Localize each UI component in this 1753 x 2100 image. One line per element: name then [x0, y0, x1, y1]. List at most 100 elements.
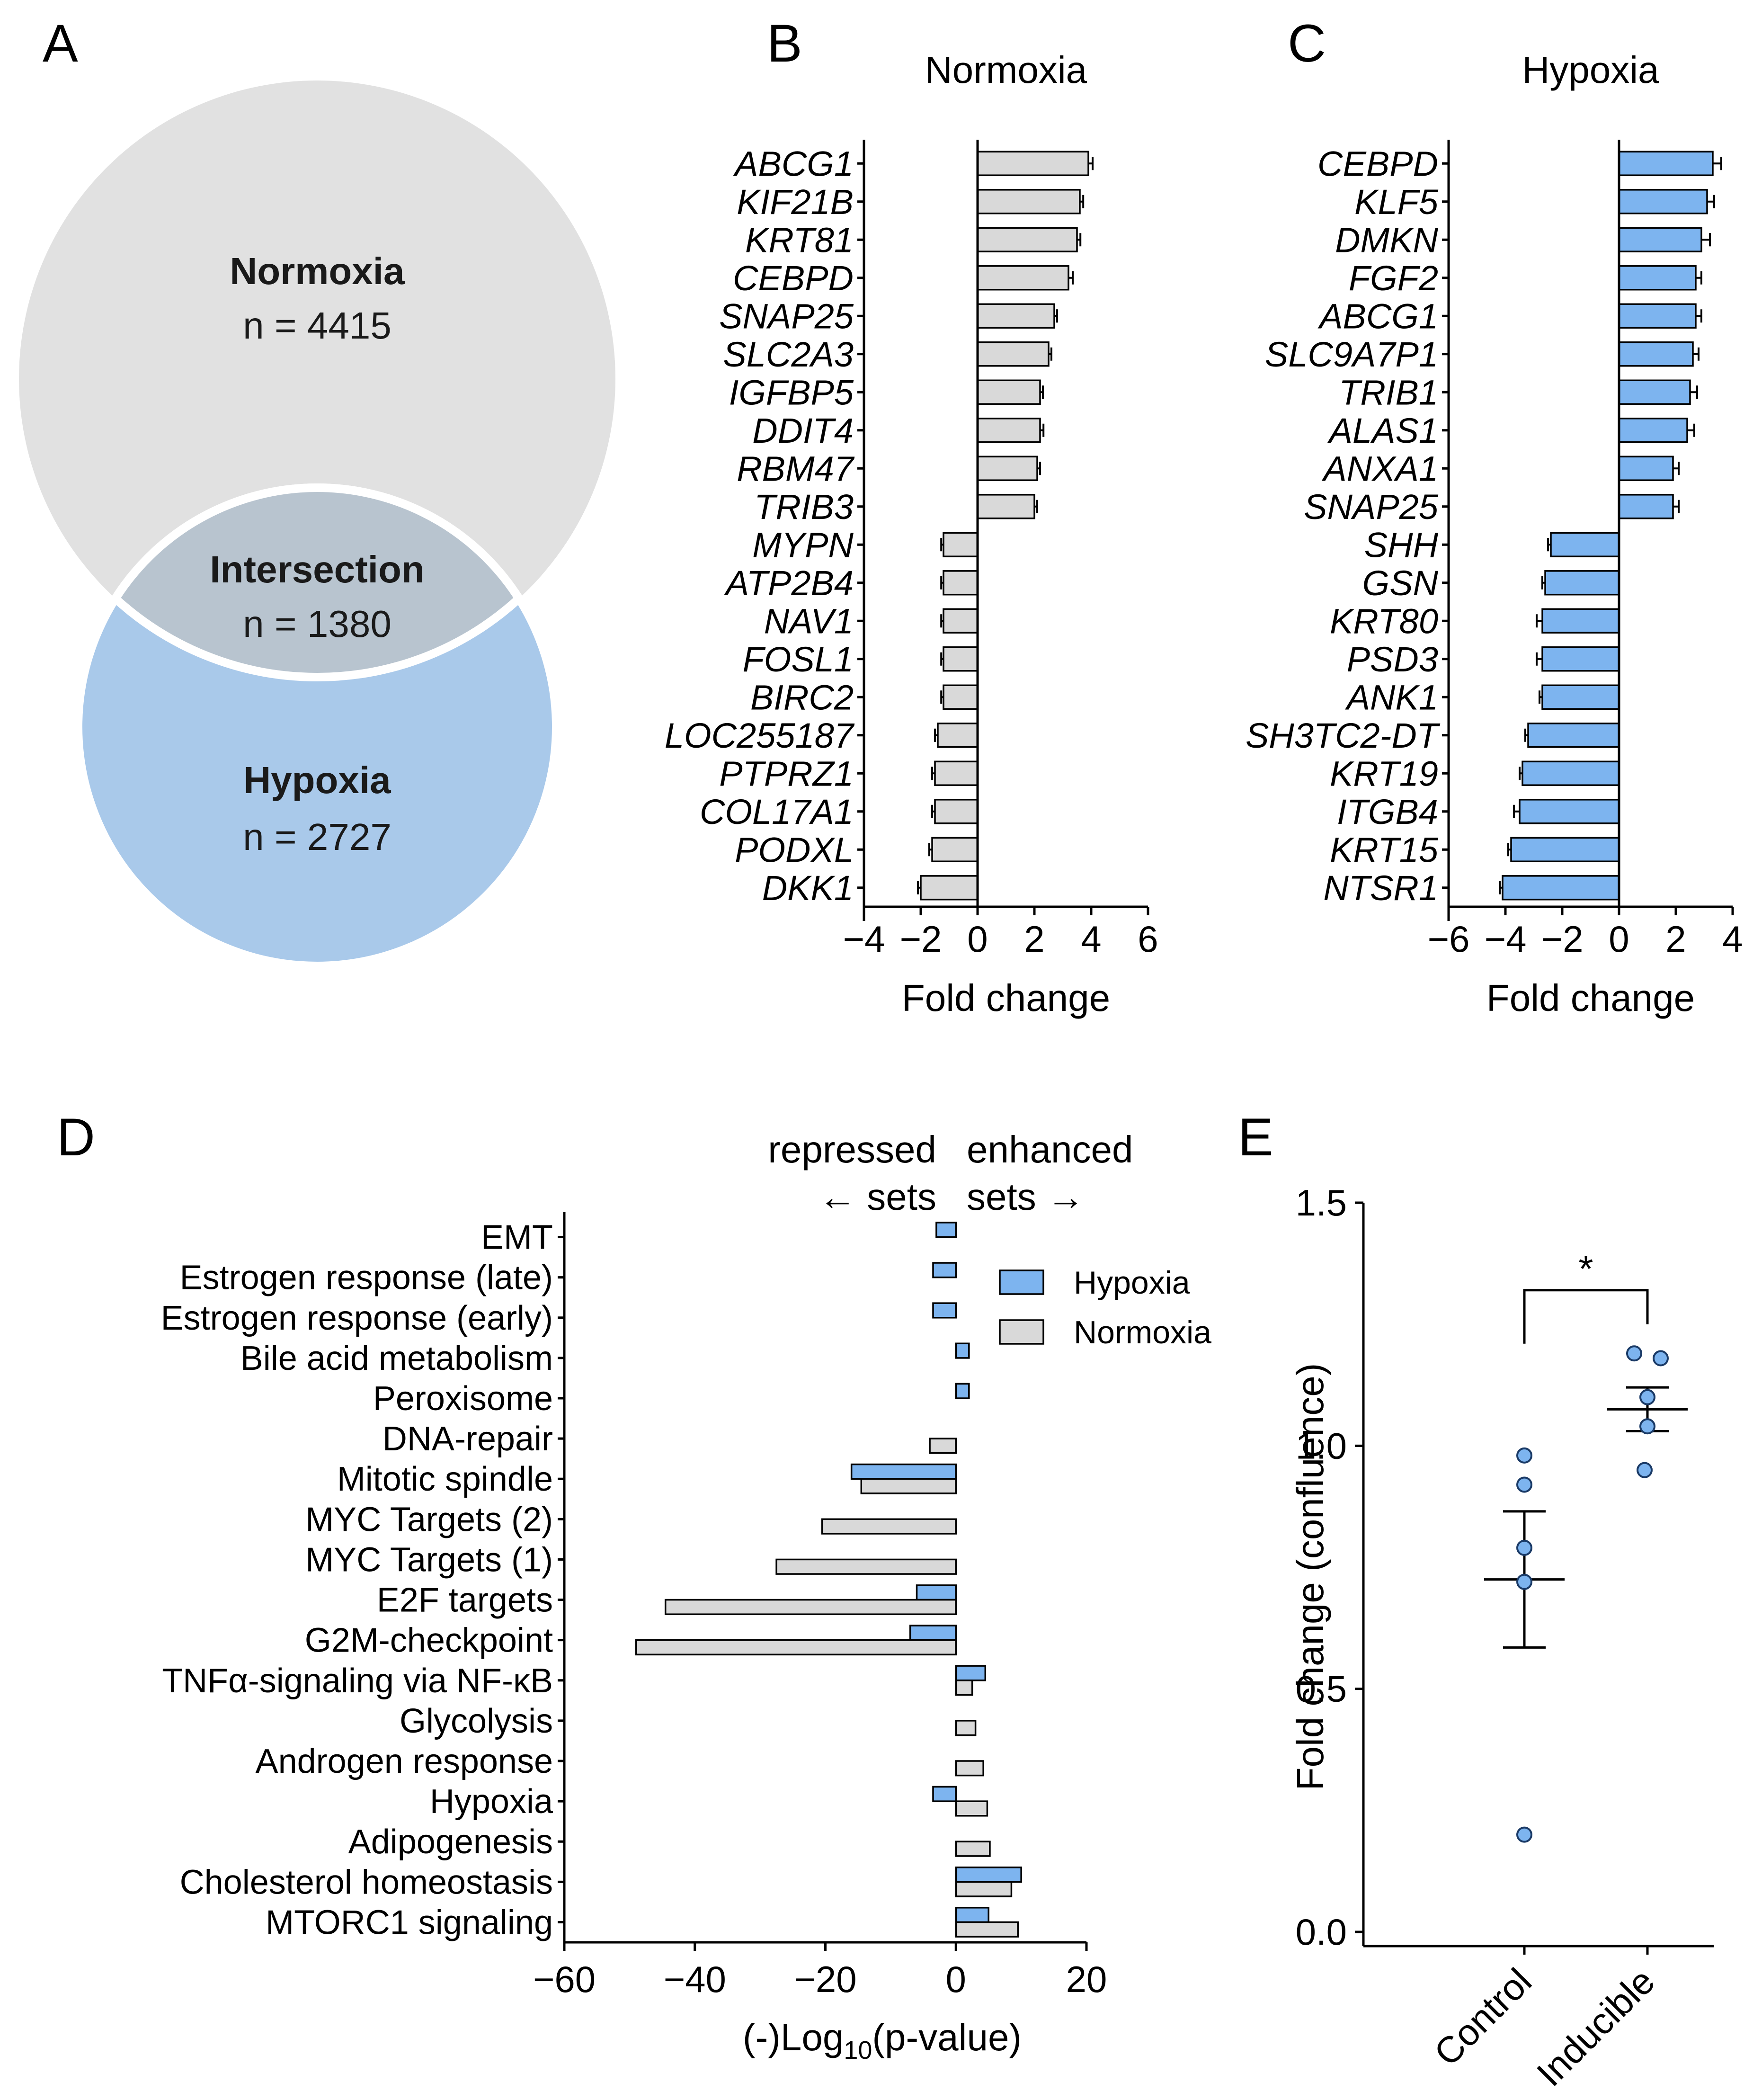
x-tick-label: −2 [900, 918, 942, 960]
significance-marker: * [1578, 1248, 1593, 1290]
x-tick-label: 0 [1609, 918, 1629, 960]
annotation-enhanced-sets: sets → [967, 1176, 1085, 1218]
bar-krt15 [1510, 837, 1620, 862]
bar-hypoxia-mitotic-spindle [850, 1463, 957, 1480]
y-tick-label: 1.0 [1296, 1425, 1347, 1466]
error-bar-itgb4 [1513, 804, 1520, 818]
legend-label-hypoxia: Hypoxia [1074, 1265, 1190, 1301]
category-label-androgen-response: Androgen response [256, 1743, 553, 1780]
error-bar-krt81 [1077, 233, 1082, 247]
gene-label-abcg1: ABCG1 [733, 144, 854, 183]
error-bar-psd3 [1536, 652, 1542, 666]
x-tick-label: 4 [1081, 918, 1101, 960]
bar-hypoxia-cholesterol-homeostasis [955, 1866, 1022, 1883]
legend-swatch-normoxia [999, 1319, 1044, 1345]
gene-label-krt80: KRT80 [1330, 601, 1438, 641]
x-axis-title: Fold change [1486, 977, 1695, 1019]
bar-krt80 [1541, 608, 1620, 634]
bar-ptprz1 [934, 760, 979, 786]
gene-label-cebpd: CEBPD [1317, 144, 1438, 183]
error-bar-kif21b [1080, 195, 1085, 208]
venn-intersection-label: Intersection [210, 548, 424, 590]
bar-loc255187 [937, 723, 979, 748]
significance-bracket [1523, 1289, 1649, 1344]
bar-dmkn [1618, 227, 1702, 252]
x-tick-label: −60 [533, 1958, 596, 2000]
gene-label-ank1: ANK1 [1345, 678, 1438, 717]
error-bar-slc2a3 [1049, 347, 1052, 361]
legend-label-normoxia: Normoxia [1074, 1314, 1211, 1350]
error-bar-ntsr1 [1499, 881, 1503, 894]
error-bar-anxa1 [1673, 462, 1680, 475]
annotation-enhanced: enhanced [967, 1128, 1133, 1171]
category-label-e2f-targets: E2F targets [377, 1582, 553, 1619]
gene-label-shh: SHH [1364, 525, 1439, 564]
error-bar-fgf2 [1696, 271, 1702, 285]
data-point-inducible [1639, 1418, 1655, 1435]
annotation-repressed: repressed [768, 1128, 936, 1171]
gene-label-krt19: KRT19 [1330, 754, 1438, 793]
gene-label-sh3tc2-dt: SH3TC2-DT [1246, 716, 1441, 755]
annotation-repressed-sets: ← sets [819, 1176, 936, 1218]
panel-letter-e: E [1238, 1108, 1273, 1167]
venn-hypoxia-label: Hypoxia [243, 759, 391, 801]
bar-normoxia-tnf-signaling-via-nf-b [955, 1680, 973, 1696]
bar-slc9a7p1 [1618, 341, 1694, 367]
error-bar-klf5 [1707, 195, 1715, 208]
bar-igfbp5 [977, 379, 1041, 405]
panel-letter-a: A [43, 14, 78, 73]
x-tick-label-inducible: Inducible [1529, 1960, 1663, 2094]
x-tick-label: 2 [1665, 918, 1686, 960]
bar-normoxia-androgen-response [955, 1760, 984, 1777]
gene-label-rbm47: RBM47 [737, 449, 855, 488]
error-bar-abcg1 [1696, 309, 1702, 323]
category-label-cholesterol-homeostasis: Cholesterol homeostasis [180, 1863, 553, 1901]
gene-label-snap25: SNAP25 [1304, 487, 1439, 527]
x-tick-label: −4 [1485, 918, 1527, 960]
bar-abcg1 [1618, 303, 1697, 329]
bar-podxl [931, 837, 979, 862]
data-point-control [1516, 1476, 1532, 1493]
bar-alas1 [1618, 418, 1688, 443]
bar-atp2b4 [943, 570, 979, 596]
bar-klf5 [1618, 189, 1708, 214]
gene-label-slc2a3: SLC2A3 [723, 335, 854, 374]
bar-hypoxia-tnf-signaling-via-nf-b [955, 1665, 987, 1681]
gene-label-col17a1: COL17A1 [700, 792, 854, 831]
gene-label-nav1: NAV1 [764, 601, 854, 641]
gene-label-slc9a7p1: SLC9A7P1 [1265, 335, 1438, 374]
bar-hypoxia-emt [935, 1222, 957, 1238]
venn-hypoxia-count: n = 2727 [243, 816, 392, 858]
bar-hypoxia-g2m-checkpoint [909, 1625, 957, 1641]
gene-label-trib1: TRIB1 [1339, 373, 1438, 412]
error-bar-ddit4 [1040, 423, 1045, 437]
bar-slc2a3 [977, 341, 1050, 367]
bar-rbm47 [977, 456, 1038, 481]
gene-label-alas1: ALAS1 [1327, 411, 1438, 450]
gene-label-fosl1: FOSL1 [743, 640, 854, 679]
data-point-control [1516, 1539, 1532, 1556]
bar-cebpd [977, 265, 1069, 291]
y-tick-label: 1.5 [1296, 1182, 1347, 1224]
error-bar-snap25 [1054, 309, 1058, 323]
bar-normoxia-glycolysis [955, 1720, 977, 1736]
category-label-myc-targets-2: MYC Targets (2) [305, 1501, 553, 1538]
gene-label-krt15: KRT15 [1330, 830, 1439, 869]
legend-swatch-hypoxia [999, 1269, 1044, 1295]
error-bar-cebpd [1068, 271, 1074, 285]
bar-kif21b [977, 189, 1081, 214]
bar-hypoxia-e2f-targets [916, 1584, 957, 1601]
bar-hypoxia-mtorc1-signaling [955, 1907, 989, 1923]
error-bar-trib1 [1690, 385, 1698, 399]
x-tick-label: −40 [664, 1958, 726, 2000]
gene-label-podxl: PODXL [735, 830, 854, 869]
bar-normoxia-myc-targets-1 [775, 1558, 957, 1575]
category-label-g2m-checkpoint: G2M-checkpoint [305, 1622, 553, 1660]
error-bar-snap25 [1673, 500, 1680, 513]
error-bar-dmkn [1701, 233, 1711, 247]
bar-normoxia-hypoxia [955, 1800, 988, 1817]
bar-ank1 [1541, 684, 1620, 710]
bar-normoxia-mitotic-spindle [860, 1478, 957, 1494]
